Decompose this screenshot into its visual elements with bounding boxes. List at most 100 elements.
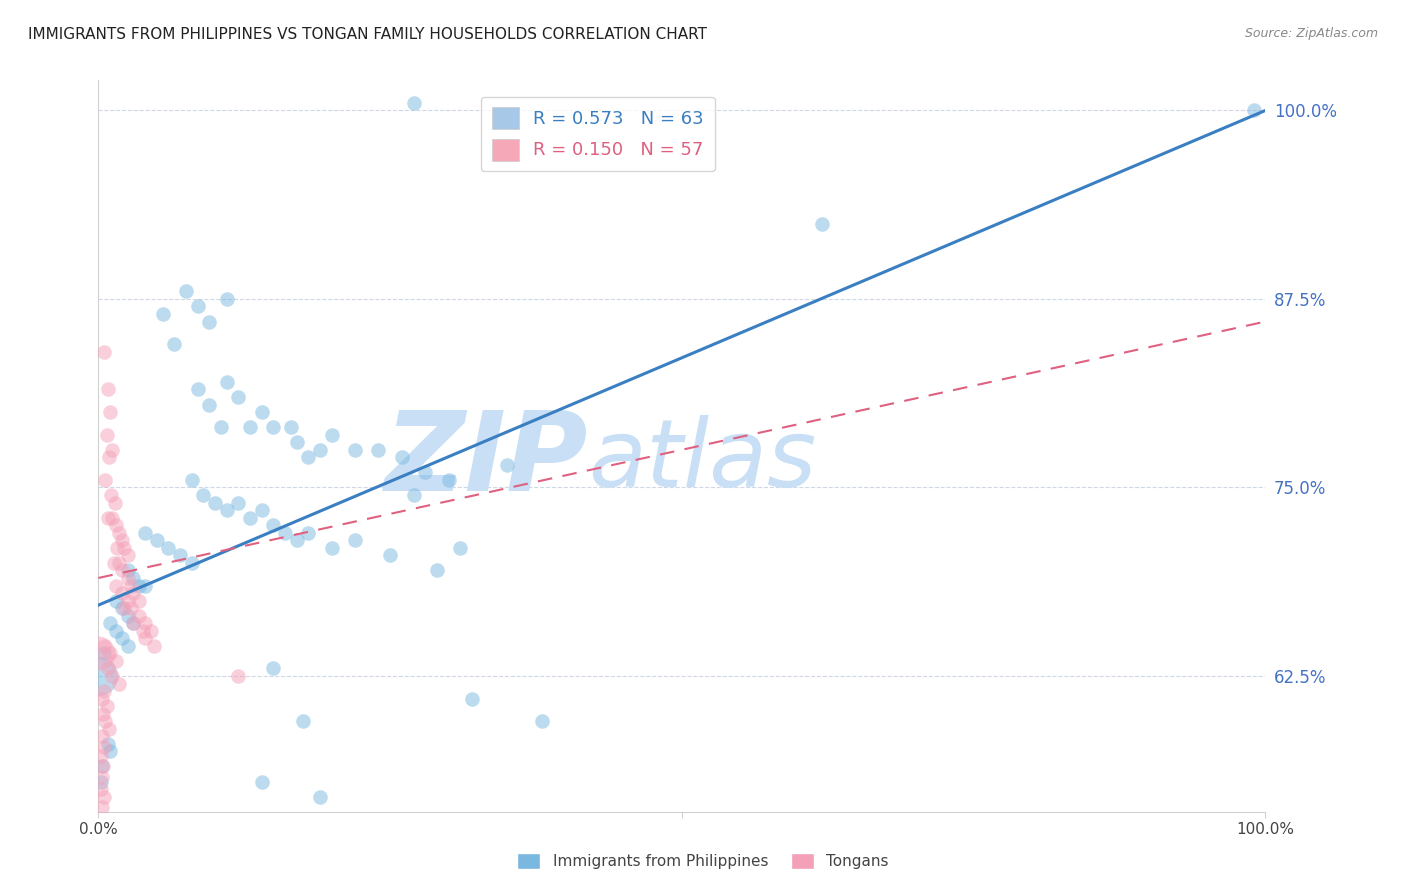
Point	[134, 616, 156, 631]
Point	[111, 586, 134, 600]
Point	[139, 624, 162, 638]
Point	[120, 601, 142, 615]
Point	[134, 578, 156, 592]
Point	[128, 578, 150, 592]
Point	[93, 639, 115, 653]
Point	[280, 420, 302, 434]
Point	[297, 525, 319, 540]
Point	[117, 639, 139, 653]
Text: IMMIGRANTS FROM PHILIPPINES VS TONGAN FAMILY HOUSEHOLDS CORRELATION CHART: IMMIGRANTS FROM PHILIPPINES VS TONGAN FA…	[28, 27, 707, 42]
Point	[291, 714, 314, 729]
Point	[187, 383, 209, 397]
Point	[122, 571, 145, 585]
Point	[111, 563, 134, 577]
Point	[104, 654, 127, 668]
Point	[87, 646, 110, 660]
Point	[128, 593, 150, 607]
Point	[91, 759, 114, 773]
Point	[122, 616, 145, 631]
Point	[174, 285, 197, 299]
Legend: R = 0.573   N = 63, R = 0.150   N = 57: R = 0.573 N = 63, R = 0.150 N = 57	[481, 96, 714, 171]
Point	[187, 300, 209, 314]
Point	[250, 774, 273, 789]
Point	[193, 488, 215, 502]
Point	[169, 549, 191, 563]
Point	[413, 466, 436, 480]
Point	[274, 525, 297, 540]
Point	[495, 458, 517, 472]
Point	[93, 344, 115, 359]
Point	[104, 593, 127, 607]
Point	[309, 442, 332, 457]
Point	[209, 420, 232, 434]
Point	[215, 375, 238, 389]
Point	[112, 601, 135, 615]
Point	[367, 442, 389, 457]
Point	[90, 770, 112, 784]
Point	[97, 722, 120, 736]
Point	[120, 578, 142, 592]
Point	[391, 450, 413, 465]
Point	[111, 601, 134, 615]
Point	[297, 450, 319, 465]
Point	[198, 315, 221, 329]
Point	[94, 714, 117, 729]
Point	[117, 549, 139, 563]
Point	[97, 383, 120, 397]
Point	[108, 676, 131, 690]
Point	[250, 405, 273, 419]
Point	[198, 398, 221, 412]
Point	[215, 503, 238, 517]
Point	[811, 217, 834, 231]
Point	[228, 495, 250, 509]
Point	[1243, 103, 1265, 118]
Point	[530, 714, 553, 729]
Point	[97, 450, 120, 465]
Point	[426, 563, 449, 577]
Point	[91, 706, 114, 721]
Point	[262, 420, 284, 434]
Point	[104, 495, 127, 509]
Point	[146, 533, 169, 548]
Point	[132, 624, 155, 638]
Point	[104, 518, 127, 533]
Point	[378, 549, 402, 563]
Point	[98, 616, 121, 631]
Point	[157, 541, 180, 555]
Point	[152, 307, 174, 321]
Point	[93, 646, 115, 660]
Point	[104, 578, 127, 592]
Point	[97, 661, 120, 675]
Point	[402, 95, 425, 110]
Point	[449, 541, 471, 555]
Point	[97, 510, 120, 524]
Point	[98, 405, 121, 419]
Point	[96, 427, 118, 442]
Point	[402, 488, 425, 502]
Point	[204, 495, 226, 509]
Point	[285, 533, 308, 548]
Point	[461, 691, 484, 706]
Point	[344, 442, 367, 457]
Point	[134, 632, 156, 646]
Point	[215, 292, 238, 306]
Point	[100, 488, 122, 502]
Point	[108, 525, 131, 540]
Point	[344, 533, 367, 548]
Point	[90, 800, 112, 814]
Point	[309, 789, 332, 804]
Point	[285, 435, 308, 450]
Point	[321, 427, 343, 442]
Point	[262, 661, 284, 675]
Point	[437, 473, 460, 487]
Point	[239, 420, 262, 434]
Point	[93, 789, 115, 804]
Point	[321, 541, 343, 555]
Text: Source: ZipAtlas.com: Source: ZipAtlas.com	[1244, 27, 1378, 40]
Point	[163, 337, 186, 351]
Point	[180, 556, 202, 570]
Point	[108, 556, 131, 570]
Text: atlas: atlas	[589, 415, 817, 506]
Point	[180, 473, 202, 487]
Point	[90, 774, 112, 789]
